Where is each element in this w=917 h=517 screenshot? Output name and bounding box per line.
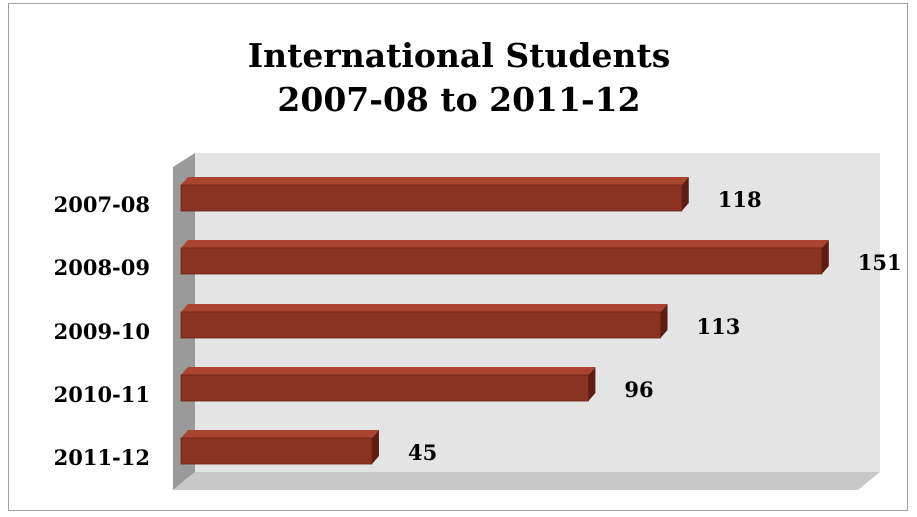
bars [180,177,829,465]
category-label-2010-11: 2010-11 [54,382,150,407]
bar-side-face [681,177,689,211]
chart-title-line-1: International Students [247,36,671,75]
bar-top-face [181,304,668,312]
bar-side-face [660,304,668,338]
value-label-2007-08: 118 [718,187,762,212]
bar-top-face [181,430,379,438]
value-label-2008-09: 151 [858,250,902,275]
category-label-2009-10: 2009-10 [54,319,150,344]
category-label-2011-12: 2011-12 [54,445,150,470]
category-label-2008-09: 2008-09 [54,255,150,280]
bar-side-face [371,430,379,464]
bar-2010-11 [180,367,596,402]
bar-front-face [180,184,683,212]
bar-2007-08 [180,177,689,212]
bar-front-face [180,374,589,402]
chart-title: International Students 2007-08 to 2011-1… [9,34,909,122]
value-label-2009-10: 113 [697,314,741,339]
bar-top-face [181,367,596,375]
value-label-2011-12: 45 [408,440,437,465]
bar-front-face [180,247,823,275]
bar-top-face [181,240,829,248]
category-label-2007-08: 2007-08 [54,192,150,217]
category-labels: 2007-08 2008-09 2009-10 2010-11 2011-12 [54,192,150,470]
bar-2009-10 [180,304,668,339]
bar-2008-09 [180,240,829,275]
bar-front-face [180,311,661,339]
chart-title-line-2: 2007-08 to 2011-12 [277,80,641,119]
plot-floor [173,472,880,490]
bar-side-face [588,367,596,401]
value-labels: 118 151 113 96 45 [408,187,902,465]
bar-2011-12 [180,430,379,465]
bar-front-face [180,437,373,465]
bar-top-face [181,177,689,185]
bar-side-face [821,240,829,274]
value-label-2010-11: 96 [624,377,653,402]
